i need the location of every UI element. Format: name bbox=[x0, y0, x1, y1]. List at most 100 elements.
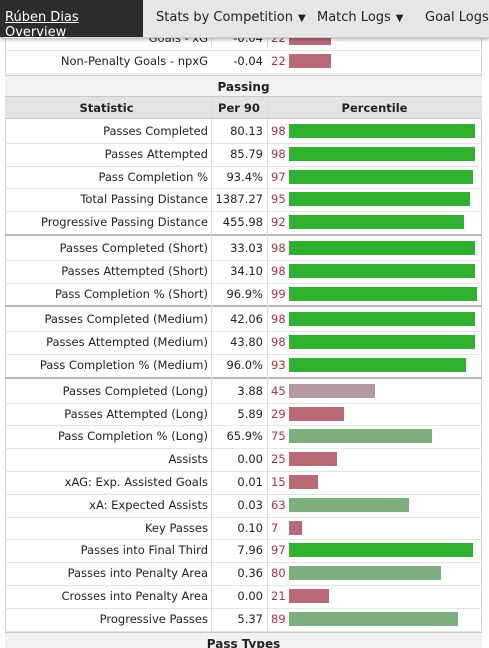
percentile-bar bbox=[289, 497, 409, 512]
table-row: Passes Attempted (Medium) 43.80 98 bbox=[5, 331, 482, 354]
statistic-name: Passes Attempted (Short) bbox=[61, 263, 208, 278]
table-row: Non-Penalty Goals - npxG -0.04 22 bbox=[5, 50, 482, 73]
row-divider bbox=[5, 471, 482, 472]
table-row: Passes Attempted (Long) 5.89 29 bbox=[5, 403, 482, 426]
row-divider bbox=[5, 282, 482, 284]
percentile-value: 80 bbox=[271, 566, 286, 581]
percentile-bar bbox=[289, 286, 478, 301]
percentile-value: 7 bbox=[271, 520, 279, 535]
statistic-name: Passes Completed (Short) bbox=[59, 241, 208, 255]
scouting-report-table: Goals - xG -0.04 22 Non-Penalty Goals - npx… bbox=[5, 0, 482, 648]
percentile-bar bbox=[289, 169, 474, 184]
percentile-value: 29 bbox=[271, 406, 286, 421]
percentile-bar bbox=[289, 263, 476, 278]
column-header-statistic[interactable]: Statistic bbox=[79, 101, 134, 115]
percentile-bar bbox=[289, 241, 476, 255]
per90-value: 43.80 bbox=[230, 335, 263, 350]
percentile-bar bbox=[289, 543, 474, 558]
statistic-name: Crosses into Penalty Area bbox=[61, 589, 209, 603]
percentile-bar bbox=[289, 406, 345, 421]
row-divider bbox=[5, 493, 482, 495]
table-row: Passes Completed (Long) 3.88 45 bbox=[5, 380, 482, 403]
row-divider bbox=[5, 165, 482, 167]
percentile-bar bbox=[289, 53, 331, 68]
row-divider bbox=[5, 211, 482, 213]
per90-value: 0.36 bbox=[237, 566, 263, 581]
percentile-value: 97 bbox=[271, 543, 286, 558]
per90-value: 0.00 bbox=[237, 589, 263, 603]
statistic-name: xA: Expected Assists bbox=[89, 497, 208, 512]
table-row: xAG: Exp. Assisted Goals 0.01 15 bbox=[5, 471, 482, 494]
statistic-name: Passes into Final Third bbox=[80, 543, 208, 558]
nav-stats-by-competition[interactable]: Stats by Competition ▼ bbox=[156, 10, 306, 25]
nav-tab-overview-label[interactable]: Rúben Dias Overview bbox=[5, 10, 79, 40]
percentile-bar bbox=[289, 475, 318, 489]
column-headers: Statistic Per 90 Percentile bbox=[5, 97, 482, 119]
row-divider bbox=[5, 354, 482, 355]
per90-value: 0.00 bbox=[237, 452, 263, 467]
nav-tab-overview[interactable]: Rúben Dias Overview bbox=[0, 0, 143, 40]
chevron-down-icon: ▼ bbox=[395, 13, 404, 24]
statistic-name: Progressive Passing Distance bbox=[41, 215, 208, 230]
percentile-value: 25 bbox=[271, 452, 286, 467]
row-divider bbox=[5, 448, 482, 450]
row-divider bbox=[5, 425, 482, 427]
nav-stats-by-competition-label[interactable]: Stats by Competition bbox=[156, 10, 293, 25]
table-row: Passes Completed 80.13 98 bbox=[5, 120, 482, 143]
table-row: xA: Expected Assists 0.03 63 bbox=[5, 494, 482, 517]
per90-value: 65.9% bbox=[226, 429, 263, 444]
percentile-bar bbox=[289, 192, 470, 207]
table-row: Assists 0.00 25 bbox=[5, 448, 482, 471]
percentile-bar bbox=[289, 429, 432, 444]
percentile-bar bbox=[289, 383, 375, 398]
per90-value: 42.06 bbox=[230, 312, 263, 327]
percentile-value: 98 bbox=[271, 241, 286, 255]
table-row: Passes Attempted (Short) 34.10 98 bbox=[5, 260, 482, 283]
column-header-percentile[interactable]: Percentile bbox=[341, 101, 408, 115]
table-row: Progressive Passes 5.37 89 bbox=[5, 608, 482, 631]
statistic-name: Assists bbox=[168, 452, 208, 467]
column-divider bbox=[211, 97, 212, 632]
nav-match-logs-label[interactable]: Match Logs bbox=[317, 10, 391, 25]
per90-value: 34.10 bbox=[230, 263, 263, 278]
statistic-name: Non-Penalty Goals - npxG bbox=[60, 53, 208, 68]
statistic-name: Passes Attempted (Medium) bbox=[46, 335, 208, 350]
nav-goal-logs-label[interactable]: Goal Logs bbox=[425, 10, 489, 25]
table-row: Pass Completion % 93.4% 97 bbox=[5, 166, 482, 189]
table-row: Pass Completion % (Short) 96.9% 99 bbox=[5, 283, 482, 306]
percentile-bar bbox=[289, 611, 459, 626]
column-divider bbox=[267, 97, 268, 632]
column-header-per90[interactable]: Per 90 bbox=[218, 101, 260, 115]
percentile-value: 21 bbox=[271, 589, 286, 603]
per90-value: 3.88 bbox=[237, 383, 263, 398]
group-separator bbox=[5, 234, 482, 236]
statistic-name: Key Passes bbox=[144, 520, 208, 535]
percentile-value: 63 bbox=[271, 497, 286, 512]
percentile-value: 75 bbox=[271, 429, 286, 444]
per90-value: 96.0% bbox=[226, 358, 263, 372]
per90-value: 1387.27 bbox=[215, 192, 263, 207]
percentile-bar bbox=[289, 452, 337, 467]
group-separator bbox=[5, 305, 482, 308]
row-divider bbox=[5, 539, 482, 541]
table-row: Total Passing Distance 1387.27 95 bbox=[5, 188, 482, 211]
table-row: Passes into Final Third 7.96 97 bbox=[5, 539, 482, 562]
table-row: Progressive Passing Distance 455.98 92 bbox=[5, 211, 482, 234]
row-divider bbox=[5, 585, 482, 586]
row-divider bbox=[5, 72, 482, 74]
nav-goal-logs[interactable]: Goal Logs bbox=[425, 10, 489, 25]
per90-value: 80.13 bbox=[230, 124, 263, 138]
row-divider bbox=[5, 49, 482, 51]
nav-match-logs[interactable]: Match Logs ▼ bbox=[317, 10, 404, 25]
percentile-bar bbox=[289, 520, 303, 535]
statistic-name: Passes Completed bbox=[103, 124, 208, 138]
statistic-name: Pass Completion % (Short) bbox=[54, 286, 208, 301]
per90-value: 7.96 bbox=[237, 543, 263, 558]
table-row: Passes into Penalty Area 0.36 80 bbox=[5, 562, 482, 585]
percentile-value: 45 bbox=[271, 383, 286, 398]
per90-value: 0.03 bbox=[237, 497, 263, 512]
row-divider bbox=[5, 630, 482, 632]
group-separator bbox=[5, 376, 482, 379]
statistic-name: Total Passing Distance bbox=[80, 192, 208, 207]
statistic-name: Passes Attempted (Long) bbox=[64, 406, 208, 421]
